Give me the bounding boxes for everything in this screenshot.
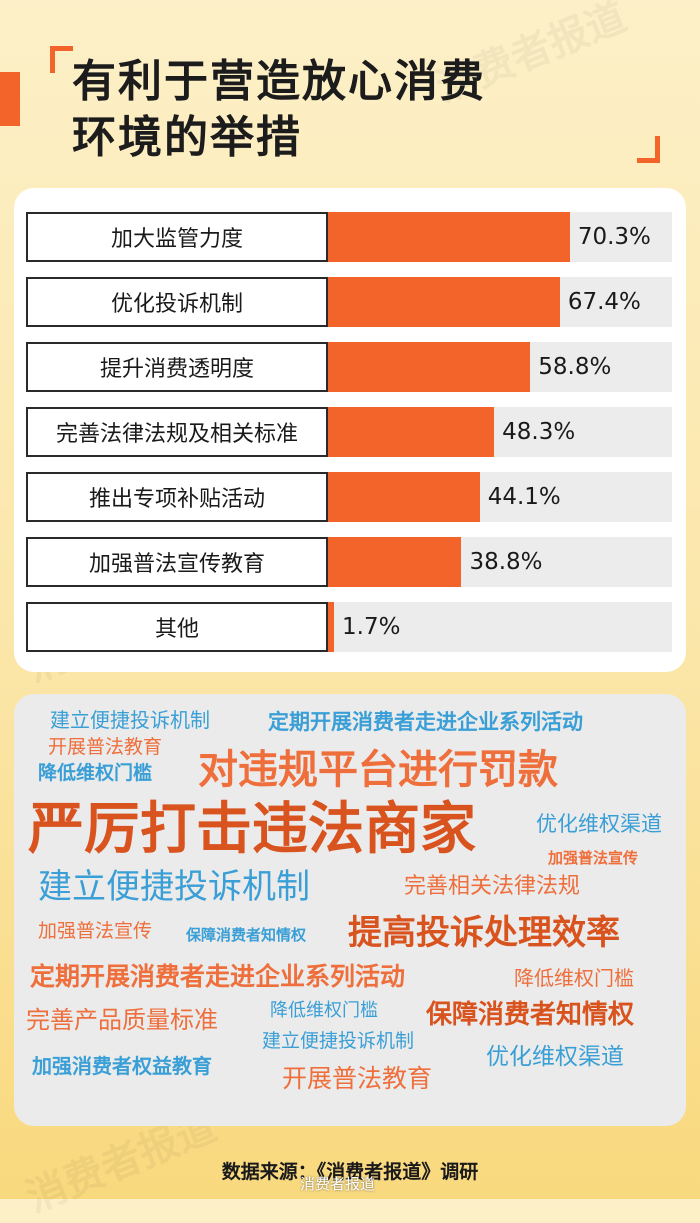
bar-value-label: 58.8% (538, 354, 612, 380)
cloud-word: 建立便捷投诉机制 (38, 867, 310, 907)
cloud-word: 开展普法教育 (48, 736, 163, 758)
cloud-word: 建立便捷投诉机制 (50, 708, 210, 732)
cloud-word: 保障消费者知情权 (186, 926, 307, 944)
cloud-word: 保障消费者知情权 (426, 1000, 635, 1030)
cloud-word: 建立便捷投诉机制 (262, 1030, 415, 1052)
bar-category-label: 加大监管力度 (26, 212, 328, 262)
bracket-top-left (50, 46, 73, 73)
bar-row: 完善法律法规及相关标准 48.3% (26, 407, 672, 457)
bar-track: 1.7% (328, 602, 672, 652)
bar-track: 67.4% (328, 277, 672, 327)
bar-row: 推出专项补贴活动 44.1% (26, 472, 672, 522)
page-title: 有利于营造放心消费 环境的举措 (72, 56, 486, 163)
bar (328, 212, 570, 262)
bar-value-label: 48.3% (502, 419, 576, 445)
bar-category-label: 完善法律法规及相关标准 (26, 407, 328, 457)
bracket-bottom-right (637, 136, 660, 163)
cloud-word: 加强普法宣传 (548, 849, 639, 867)
bar-row: 提升消费透明度 58.8% (26, 342, 672, 392)
bar-value-label: 38.8% (469, 549, 543, 575)
bar-track: 70.3% (328, 212, 672, 262)
bar-value-label: 1.7% (342, 614, 401, 640)
bar (328, 277, 560, 327)
bar (328, 602, 334, 652)
bar-track: 48.3% (328, 407, 672, 457)
bar-category-label: 优化投诉机制 (26, 277, 328, 327)
cloud-word: 降低维权门槛 (38, 762, 153, 784)
cloud-word: 开展普法教育 (282, 1064, 433, 1093)
cloud-word: 完善产品质量标准 (26, 1006, 218, 1034)
bar-category-label: 提升消费透明度 (26, 342, 328, 392)
bar-track: 58.8% (328, 342, 672, 392)
word-cloud-panel: 建立便捷投诉机制 定期开展消费者走进企业系列活动 开展普法教育 降低维权门槛 对… (14, 694, 686, 1126)
bar-track: 44.1% (328, 472, 672, 522)
cloud-word: 提高投诉处理效率 (348, 913, 620, 953)
cloud-word: 加强普法宣传 (38, 920, 153, 942)
cloud-word: 降低维权门槛 (270, 1000, 378, 1021)
cloud-word: 严厉打击违法商家 (28, 797, 476, 862)
bar-row: 加强普法宣传教育 38.8% (26, 537, 672, 587)
bar-value-label: 67.4% (567, 289, 641, 315)
bar-category-label: 其他 (26, 602, 328, 652)
cloud-word: 降低维权门槛 (514, 966, 634, 990)
bar-value-label: 70.3% (577, 224, 651, 250)
bar-row: 优化投诉机制 67.4% (26, 277, 672, 327)
weibo-watermark: 消费者报道 (300, 1175, 376, 1193)
bar (328, 537, 462, 587)
cloud-word: 优化维权渠道 (536, 812, 662, 836)
bar-row: 加大监管力度 70.3% (26, 212, 672, 262)
bar-category-label: 加强普法宣传教育 (26, 537, 328, 587)
cloud-word: 加强消费者权益教育 (32, 1054, 212, 1078)
data-source-note: 数据来源：《消费者报道》调研 (221, 1161, 479, 1183)
cloud-word: 优化维权渠道 (486, 1044, 624, 1070)
bar-value-label: 44.1% (487, 484, 561, 510)
cloud-word: 定期开展消费者走进企业系列活动 (30, 962, 406, 991)
bar-track: 38.8% (328, 537, 672, 587)
bar-chart-panel: 加大监管力度 70.3% 优化投诉机制 67.4% 提升消费透明度 58.8% 完善法律法规… (14, 188, 686, 672)
cloud-word: 对违规平台进行罚款 (198, 747, 558, 793)
cloud-word: 完善相关法律法规 (404, 874, 581, 899)
bar (328, 342, 531, 392)
cloud-word: 定期开展消费者走进企业系列活动 (268, 710, 583, 734)
bar (328, 407, 495, 457)
bar (328, 472, 480, 522)
bar-category-label: 推出专项补贴活动 (26, 472, 328, 522)
side-accent-bar (0, 72, 20, 126)
bar-row: 其他 1.7% (26, 602, 672, 652)
